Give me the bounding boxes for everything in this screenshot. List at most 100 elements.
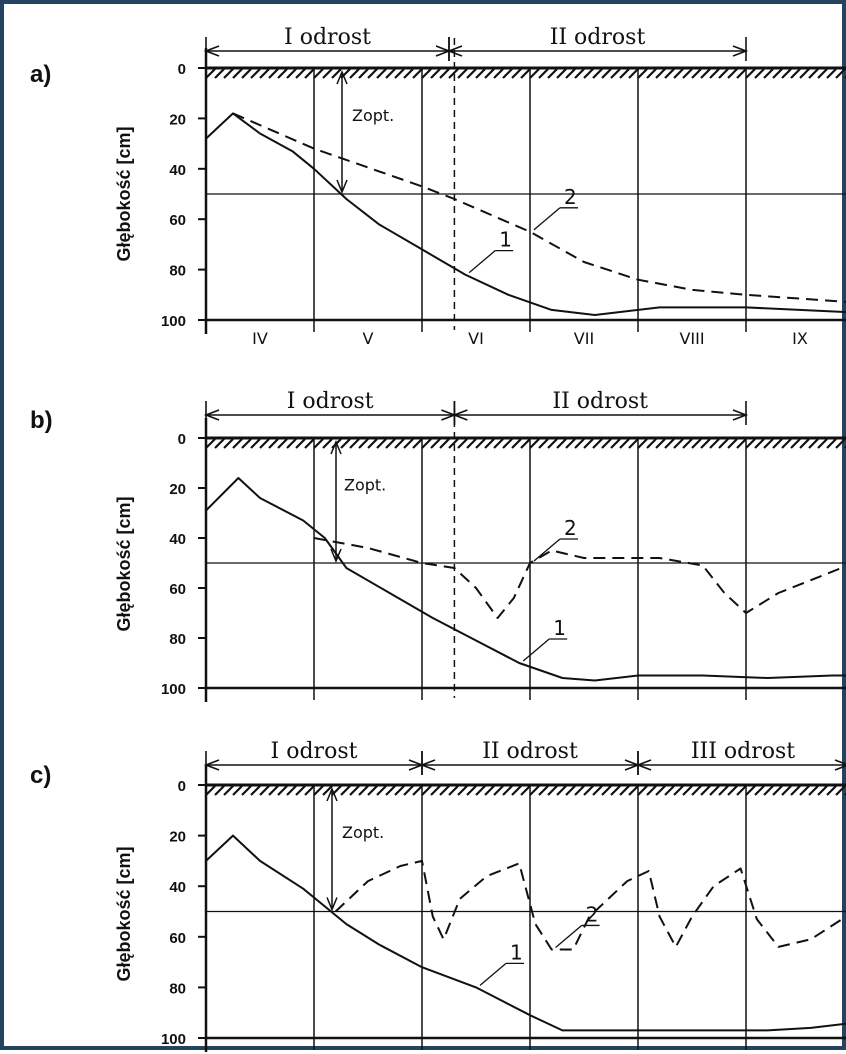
ground-hatch-mark: [214, 438, 225, 449]
ground-hatch-mark: [268, 438, 279, 449]
ground-hatch-mark: [763, 785, 774, 796]
ground-hatch-mark: [664, 785, 675, 796]
ground-hatch-mark: [457, 785, 468, 796]
ground-hatch-mark: [430, 785, 441, 796]
ground-hatch-mark: [502, 438, 513, 449]
ground-hatch-mark: [691, 68, 702, 79]
ground-hatch-mark: [601, 438, 612, 449]
ground-hatch-mark: [646, 438, 657, 449]
ground-hatch-mark: [277, 785, 288, 796]
ground-hatch-mark: [286, 68, 297, 79]
ground-hatch-mark: [241, 68, 252, 79]
ground-hatch-mark: [610, 438, 621, 449]
ground-hatch-mark: [790, 438, 801, 449]
ground-hatch-mark: [457, 438, 468, 449]
ground-hatch-mark: [574, 785, 585, 796]
ground-hatch-mark: [313, 785, 324, 796]
ground-hatch-mark: [808, 785, 819, 796]
panel-3: c) Głębokość [cm] 0 20 40 60 80 100 Zopt. I odros…: [30, 739, 846, 1052]
ground-hatch-mark: [439, 68, 450, 79]
ground-hatch-mark: [403, 68, 414, 79]
ground-hatch-mark: [448, 785, 459, 796]
ground-hatch-mark: [385, 68, 396, 79]
ground-hatch-mark: [520, 438, 531, 449]
y-tick-label: 0: [178, 778, 186, 795]
ground-hatch-mark: [259, 68, 270, 79]
ground-hatch-mark: [421, 785, 432, 796]
ground-hatch-mark: [628, 785, 639, 796]
ground-hatch-mark: [232, 438, 243, 449]
ground-hatch-mark: [403, 438, 414, 449]
ground-hatch-mark: [511, 68, 522, 79]
ground-hatch-mark: [430, 438, 441, 449]
ground-hatch-mark: [250, 785, 261, 796]
ground-hatch-mark: [835, 785, 846, 796]
ground-hatch-mark: [565, 438, 576, 449]
panel-letter: c): [30, 762, 51, 789]
period-label: II odrost: [552, 389, 648, 414]
period-label: II odrost: [482, 739, 578, 764]
ground-hatch-mark: [304, 68, 315, 79]
ground-hatch-mark: [421, 438, 432, 449]
ground-hatch-mark: [817, 438, 828, 449]
ground-hatch-mark: [754, 68, 765, 79]
ground-hatch-mark: [394, 438, 405, 449]
ground-hatch-mark: [385, 785, 396, 796]
ground-hatch-mark: [772, 68, 783, 79]
ground-hatch-mark: [547, 785, 558, 796]
ground-hatch-mark: [592, 785, 603, 796]
period-label: I odrost: [287, 389, 374, 414]
ground-hatch-mark: [295, 68, 306, 79]
ground-hatch-mark: [304, 785, 315, 796]
ground-hatch-mark: [502, 785, 513, 796]
period-label: I odrost: [271, 739, 358, 764]
z-opt-arrowhead-bottom: [326, 897, 338, 912]
ground-hatch-mark: [781, 438, 792, 449]
ground-hatch-mark: [826, 785, 837, 796]
y-tick-label: 20: [169, 111, 186, 128]
ground-hatch-mark: [754, 438, 765, 449]
ground-hatch-mark: [700, 438, 711, 449]
ground-hatch-mark: [538, 785, 549, 796]
ground-hatch-mark: [511, 785, 522, 796]
ground-hatch-mark: [331, 68, 342, 79]
y-tick-label: 20: [169, 829, 186, 846]
y-axis-label: Głębokość [cm]: [114, 126, 134, 261]
ground-hatch-mark: [835, 68, 846, 79]
y-tick-label: 0: [178, 431, 186, 448]
ground-hatch-mark: [682, 68, 693, 79]
ground-hatch-mark: [718, 68, 729, 79]
ground-hatch-mark: [313, 68, 324, 79]
ground-hatch-mark: [565, 68, 576, 79]
ground-hatch-mark: [646, 68, 657, 79]
ground-hatch-mark: [439, 785, 450, 796]
ground-hatch-mark: [340, 438, 351, 449]
ground-hatch-mark: [736, 68, 747, 79]
ground-hatch-mark: [628, 438, 639, 449]
ground-hatch-mark: [682, 785, 693, 796]
ground-hatch-mark: [664, 438, 675, 449]
z-opt-arrowhead-top: [326, 787, 338, 802]
y-tick-label: 0: [178, 61, 186, 78]
ground-hatch-mark: [799, 785, 810, 796]
ground-hatch-mark: [241, 785, 252, 796]
series-label: 1: [553, 616, 566, 640]
ground-hatch-mark: [529, 68, 540, 79]
ground-hatch-mark: [574, 438, 585, 449]
ground-hatch-mark: [763, 438, 774, 449]
ground-hatch-mark: [565, 785, 576, 796]
ground-hatch-mark: [403, 785, 414, 796]
ground-hatch-mark: [835, 438, 846, 449]
ground-hatch-mark: [547, 438, 558, 449]
ground-hatch-mark: [259, 785, 270, 796]
y-tick-label: 100: [161, 681, 186, 698]
z-opt-arrowhead-bottom: [330, 548, 342, 563]
ground-hatch-mark: [412, 438, 423, 449]
ground-hatch-mark: [817, 68, 828, 79]
ground-hatch-mark: [619, 438, 630, 449]
ground-hatch-mark: [772, 438, 783, 449]
ground-hatch-mark: [655, 438, 666, 449]
ground-hatch-mark: [232, 68, 243, 79]
month-label: VII: [574, 329, 594, 348]
period-arrowhead-right: [834, 759, 846, 771]
